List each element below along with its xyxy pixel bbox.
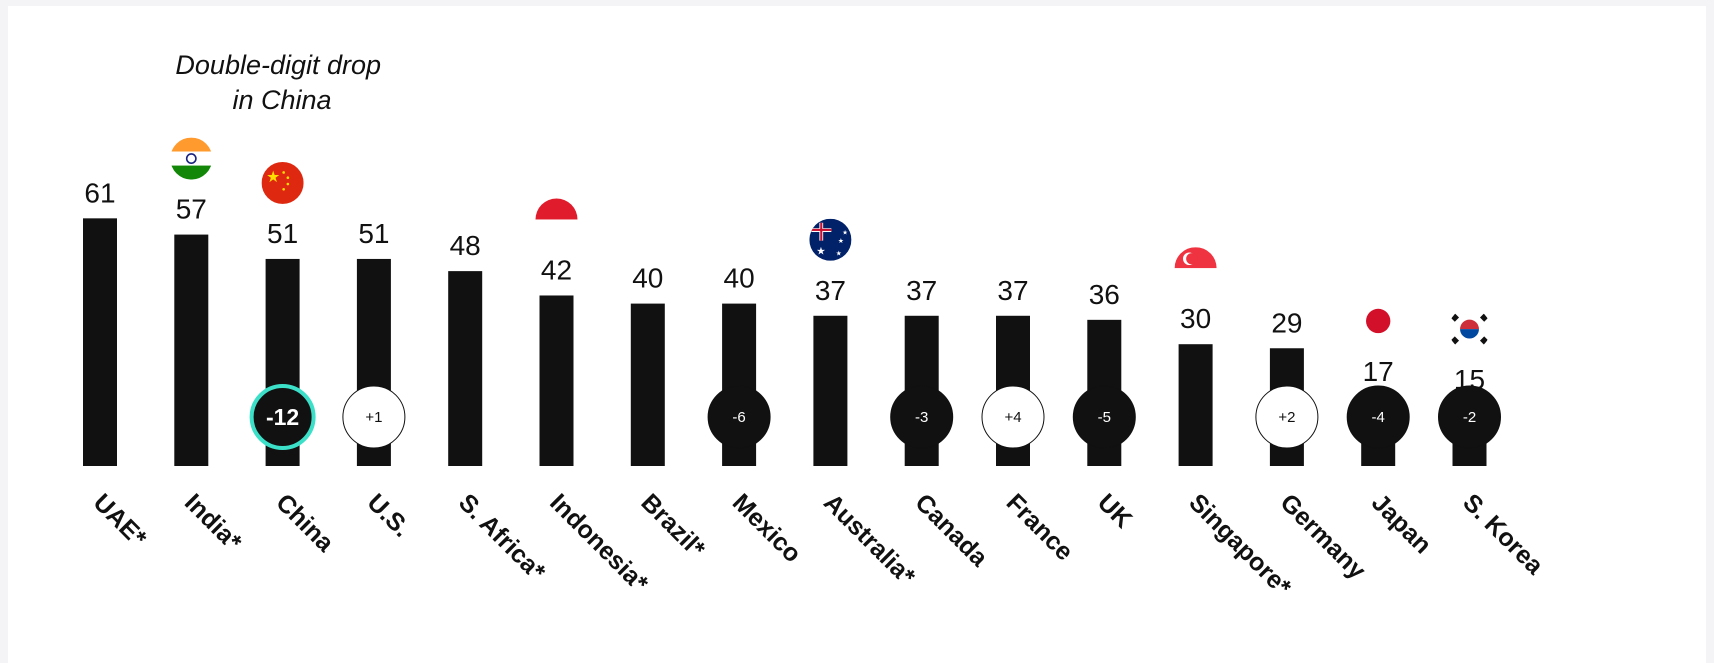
category-label-australia: Australia* xyxy=(818,488,921,591)
singapore-flag-icon xyxy=(1174,247,1217,290)
bar-chart: Double-digit drop in China 61 UAE* 57 India… xyxy=(83,50,1550,602)
category-label-s-korea: S. Korea xyxy=(1457,488,1549,580)
change-label-mexico: -6 xyxy=(732,409,745,426)
value-label-australia: 37 xyxy=(815,275,846,306)
bar-singapore xyxy=(1178,344,1213,466)
value-label-mexico: 40 xyxy=(724,263,755,294)
value-label-brazil: 40 xyxy=(632,263,663,294)
chart-card: Double-digit drop in China 61 UAE* 57 India… xyxy=(8,6,1706,663)
svg-text:★: ★ xyxy=(836,250,842,258)
category-label-uk: UK xyxy=(1092,488,1137,533)
value-label-germany: 29 xyxy=(1271,307,1302,338)
bar-s-africa xyxy=(448,271,483,466)
annotation-text: Double-digit drop in China xyxy=(175,50,388,115)
value-label-singapore: 30 xyxy=(1180,303,1211,334)
annotation-line-2: in China xyxy=(232,85,331,115)
value-label-u-s: 51 xyxy=(358,218,389,249)
value-label-japan: 17 xyxy=(1363,356,1394,387)
change-badge-japan: -4 xyxy=(1346,385,1410,449)
value-label-uae: 61 xyxy=(84,177,115,208)
indonesia-flag-icon xyxy=(535,198,578,241)
bar-uae xyxy=(83,218,117,466)
change-label-s-korea: -2 xyxy=(1463,409,1476,426)
change-badge-china: -12 xyxy=(249,384,316,450)
change-badge-s-korea: -2 xyxy=(1438,385,1501,449)
category-label-brazil: Brazil* xyxy=(636,488,711,563)
bar-india xyxy=(174,234,209,466)
change-label-u-s: +1 xyxy=(365,409,382,426)
category-label-u-s: U.S. xyxy=(362,488,416,542)
change-badge-france: +4 xyxy=(981,385,1045,449)
category-label-china: China xyxy=(270,488,340,558)
category-label-germany: Germany xyxy=(1275,488,1372,585)
change-badge-uk: -5 xyxy=(1072,385,1136,449)
bars-group: 61 UAE* 57 India* 51 China ★ -12 51 U.S. +1 48 S. Af… xyxy=(83,137,1550,602)
category-label-s-africa: S. Africa* xyxy=(453,488,551,586)
value-label-canada: 37 xyxy=(906,275,937,306)
change-label-france: +4 xyxy=(1004,409,1021,426)
india-flag-icon xyxy=(170,137,213,180)
change-badge-mexico: -6 xyxy=(707,385,771,449)
change-label-uk: -5 xyxy=(1098,409,1111,426)
change-label-canada: -3 xyxy=(915,409,928,426)
china-flag-icon: ★ xyxy=(261,161,304,204)
value-label-china: 51 xyxy=(267,218,298,249)
change-badge-u-s: +1 xyxy=(342,385,406,449)
value-label-india: 57 xyxy=(176,194,207,225)
value-label-france: 37 xyxy=(997,275,1028,306)
category-label-japan: Japan xyxy=(1366,488,1437,559)
south-korea-flag-icon xyxy=(1448,308,1491,351)
category-label-uae: UAE* xyxy=(88,488,152,552)
category-label-france: France xyxy=(1001,488,1079,566)
annotation-line-1: Double-digit drop xyxy=(175,50,381,80)
category-label-canada: Canada xyxy=(909,488,993,572)
svg-text:★: ★ xyxy=(816,245,825,257)
svg-text:★: ★ xyxy=(838,237,844,245)
bar-australia xyxy=(813,315,848,466)
japan-flag-icon xyxy=(1357,299,1400,342)
value-label-indonesia: 42 xyxy=(541,254,572,285)
change-label-china: -12 xyxy=(266,404,299,430)
svg-text:★: ★ xyxy=(842,230,848,237)
category-label-india: India* xyxy=(179,488,247,556)
bar-brazil xyxy=(630,303,665,466)
change-label-japan: -4 xyxy=(1372,409,1385,426)
value-label-uk: 36 xyxy=(1089,279,1120,310)
change-badge-germany: +2 xyxy=(1255,385,1319,449)
change-label-germany: +2 xyxy=(1278,409,1295,426)
bar-indonesia xyxy=(539,295,574,466)
svg-text:★: ★ xyxy=(266,167,280,186)
category-label-indonesia: Indonesia* xyxy=(544,488,653,597)
change-badge-canada: -3 xyxy=(890,385,954,449)
australia-flag-icon: ★★★★ xyxy=(809,218,852,261)
value-label-s-africa: 48 xyxy=(450,230,481,261)
category-label-mexico: Mexico xyxy=(727,488,807,568)
